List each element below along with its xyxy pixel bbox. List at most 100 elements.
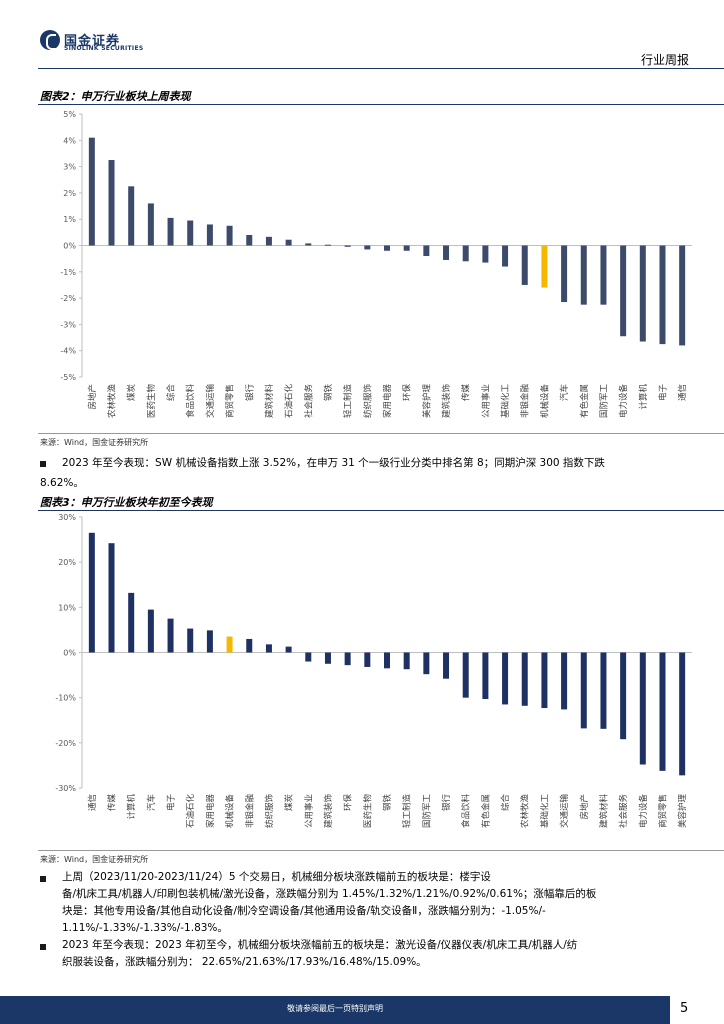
- footer-disclaimer: 敬请参阅最后一页特别声明: [287, 1004, 383, 1013]
- y-tick-label: -1%: [60, 268, 76, 277]
- bar-13: [324, 652, 331, 664]
- category-label: 传媒: [107, 794, 118, 812]
- bar-30: [659, 652, 666, 771]
- figure3-title-divider: [38, 510, 724, 511]
- figure3-chart: 30% 20% 10% 0% -10% -20% -30% 通信 传媒 计算机 汽车 电子 石油石化 家用…: [55, 513, 692, 829]
- bullet-marker: [40, 944, 46, 950]
- category-label: 家用电器: [382, 384, 393, 419]
- category-label: 有色金属: [579, 384, 590, 418]
- bar-1: [88, 532, 95, 653]
- bar-15: [364, 245, 371, 250]
- category-label: 通信: [677, 384, 688, 402]
- bar-10: [265, 236, 272, 246]
- bar-25: [561, 245, 568, 303]
- bar-20: [462, 652, 469, 698]
- bar-27: [600, 652, 607, 729]
- paragraph-ytd-performance: 2023 年至今表现：SW 机械设备指数上涨 3.52%，在申万 31 个一级行…: [62, 455, 692, 472]
- bar-29: [639, 652, 646, 765]
- category-label: 电力设备: [638, 794, 649, 829]
- y-tick-label: 2%: [63, 189, 76, 198]
- bar-21: [482, 652, 489, 700]
- paragraph-weekly-subsectors-cont: 备/机床工具/机器人/印刷包装机械/激光设备，涨跌幅分别为 1.45%/1.32…: [62, 886, 702, 937]
- y-tick-label: -3%: [60, 320, 76, 329]
- category-label: 社会服务: [618, 794, 629, 829]
- category-label: 公用事业: [480, 384, 491, 418]
- category-label: 石油石化: [185, 794, 196, 829]
- category-label: 煤炭: [284, 794, 295, 812]
- bar-28: [620, 245, 627, 337]
- y-tick-label: 0%: [63, 649, 76, 658]
- bar-25: [561, 652, 568, 710]
- category-label: 家用电器: [205, 794, 216, 829]
- category-label: 银行: [441, 794, 452, 812]
- paragraph-line: 上周（2023/11/20-2023/11/24）5 个交易日，机械细分板块涨跌…: [62, 871, 491, 883]
- category-label: 机械设备: [539, 384, 550, 419]
- category-label: 汽车: [146, 794, 157, 811]
- bar-8: [226, 636, 233, 653]
- category-label: 轻工制造: [343, 384, 354, 419]
- y-tick-label: -5%: [60, 373, 76, 382]
- y-tick-label: -2%: [60, 294, 76, 303]
- category-label: 电力设备: [618, 384, 629, 419]
- category-label: 传媒: [461, 384, 472, 402]
- category-label: 环保: [402, 384, 413, 402]
- paragraph-line: 8.62%。: [40, 477, 84, 489]
- category-label: 建筑装饰: [441, 384, 452, 419]
- category-label: 纺织服饰: [362, 384, 373, 419]
- page-header: 国金证券 SINOLINK SECURITIES 行业周报: [0, 0, 724, 70]
- paragraph-line: 2023 年至今表现：SW 机械设备指数上涨 3.52%，在申万 31 个一级行…: [62, 457, 605, 469]
- y-tick-label: 0%: [63, 242, 76, 251]
- bar-1: [88, 137, 95, 246]
- category-label: 建筑材料: [264, 384, 275, 419]
- category-label: 纺织服饰: [264, 794, 275, 829]
- category-label: 食品饮料: [461, 794, 472, 829]
- y-tick-label: -30%: [55, 784, 76, 793]
- bar-22: [502, 652, 509, 705]
- y-tick-label: -20%: [55, 739, 76, 748]
- bar-23: [521, 245, 528, 285]
- bar-4: [147, 203, 154, 246]
- bar-16: [384, 245, 390, 251]
- bar-28: [620, 652, 627, 740]
- category-label: 国防军工: [421, 794, 432, 829]
- bar-17: [403, 652, 410, 670]
- figure2-title-divider: [38, 104, 724, 105]
- category-label: 建筑装饰: [323, 794, 334, 829]
- category-label: 钢铁: [382, 794, 393, 812]
- bar-23: [521, 652, 528, 706]
- sinolink-logo-icon: [40, 30, 60, 50]
- category-label: 美容护理: [677, 794, 688, 829]
- category-label: 通信: [87, 794, 98, 812]
- bar-4: [147, 609, 154, 653]
- category-label: 环保: [343, 794, 354, 812]
- category-label: 钢铁: [323, 384, 334, 402]
- bar-9: [246, 638, 253, 653]
- figure2-title: 图表2：申万行业板块上周表现: [40, 90, 191, 103]
- category-label: 综合: [166, 384, 177, 402]
- bar-10: [265, 644, 272, 653]
- header-divider: [38, 68, 724, 69]
- category-label: 房地产: [87, 384, 98, 410]
- bar-12: [305, 243, 312, 246]
- paragraph-ytd-subsectors: 2023 年至今表现：2023 年初至今，机械细分板块涨幅前五的板块是：激光设备…: [62, 937, 702, 971]
- report-section: 行业周报: [640, 53, 689, 67]
- figure3-title: 图表3：申万行业板块年初至今表现: [40, 496, 213, 509]
- category-label: 电子: [166, 794, 177, 812]
- category-label: 医药生物: [362, 794, 373, 829]
- y-tick-label: 20%: [58, 558, 76, 567]
- figure3-source-divider: [38, 850, 724, 851]
- page-number: 5: [680, 1001, 689, 1016]
- y-tick-label: -4%: [60, 347, 76, 356]
- bar-27: [600, 245, 607, 305]
- bar-19: [443, 245, 450, 260]
- category-label: 食品饮料: [185, 384, 196, 419]
- category-label: 煤炭: [126, 384, 137, 402]
- logo-chinese: 国金证券: [64, 34, 121, 49]
- category-label: 交通运输: [559, 794, 570, 829]
- bar-31: [679, 652, 686, 776]
- figure3-source: 来源：Wind，国金证券研究所: [40, 855, 149, 864]
- category-label: 公用事业: [303, 794, 314, 828]
- category-label: 国防军工: [598, 384, 609, 419]
- bullet-marker: [40, 461, 46, 467]
- bullet-marker: [40, 876, 46, 882]
